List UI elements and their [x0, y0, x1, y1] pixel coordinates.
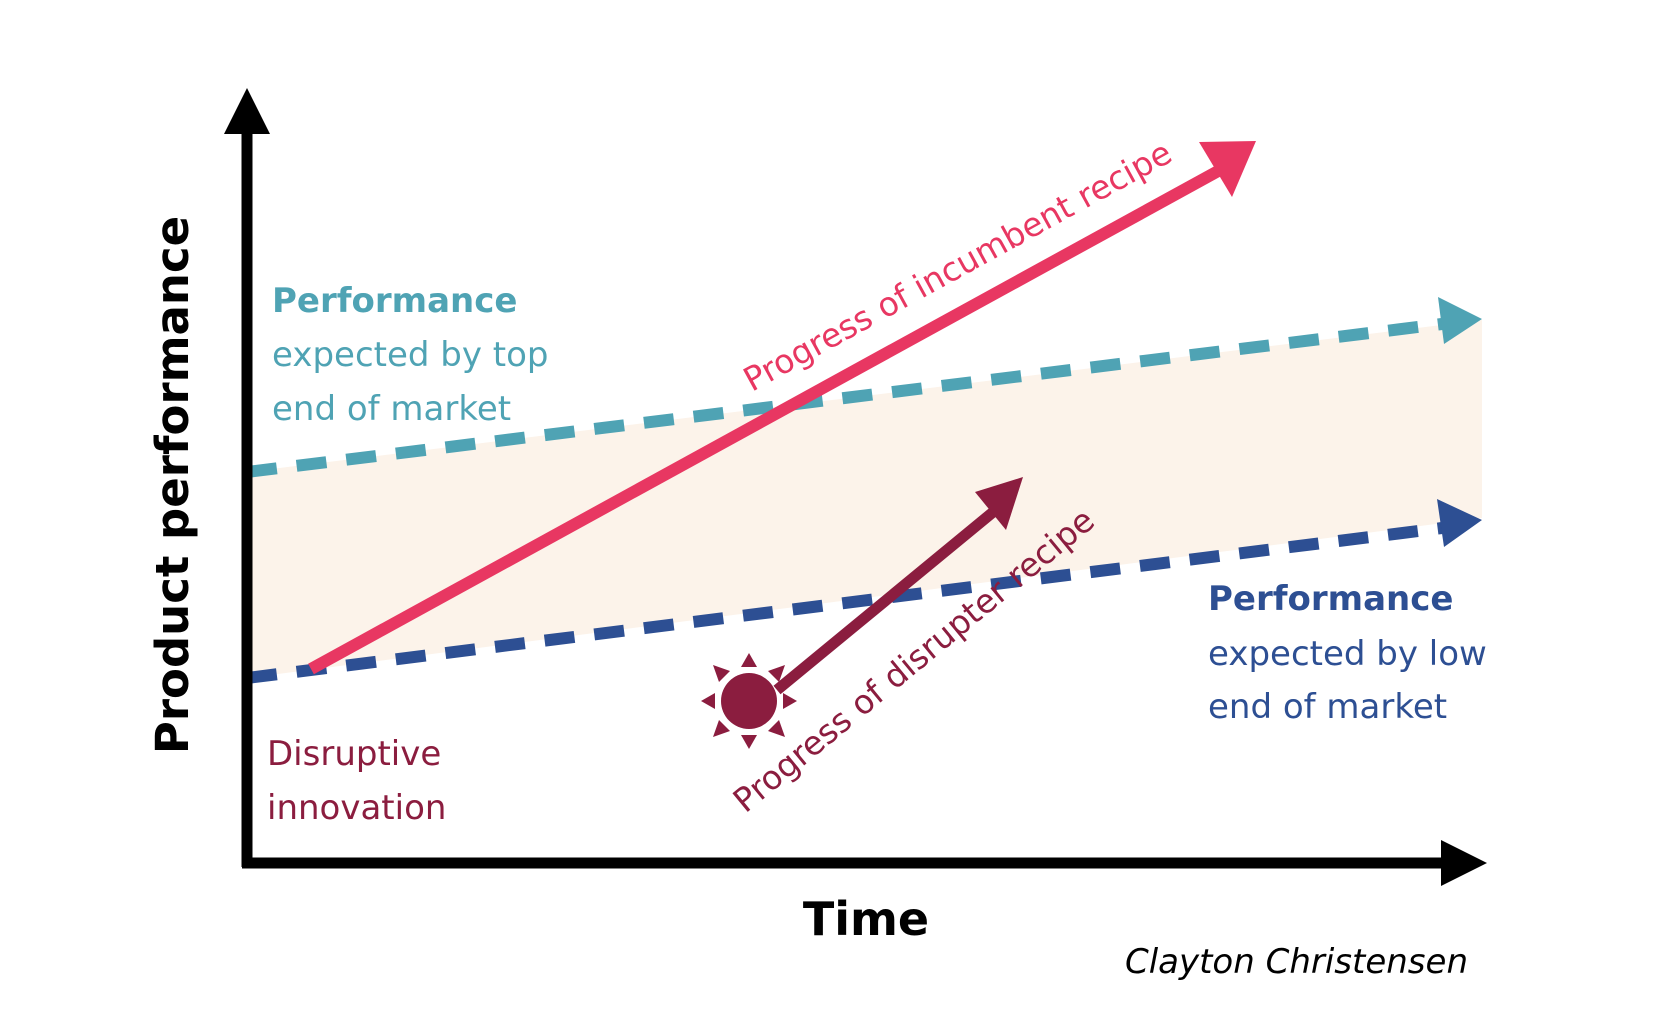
disruptive-line1: Disruptive [267, 734, 441, 774]
x-axis-arrowhead [1441, 840, 1487, 886]
top-market-line2: end of market [272, 389, 511, 429]
performance-band [247, 320, 1482, 678]
low-market-arrowhead [1437, 499, 1482, 547]
credit-text: Clayton Christensen [1125, 942, 1468, 982]
disrupter-progress-line [773, 503, 1002, 695]
incumbent-arrowhead [1199, 141, 1256, 197]
disruptive-line2: innovation [267, 788, 446, 828]
low-market-expectation-line [246, 522, 1443, 684]
top-market-expectation-line [246, 318, 1443, 478]
disrupter-arrowhead [975, 477, 1023, 530]
sun-icon [701, 653, 797, 749]
top-market-arrowhead [1438, 297, 1482, 344]
top-market-title: Performance [272, 281, 517, 321]
top-market-line1: expected by top [272, 335, 549, 375]
y-axis-arrowhead [224, 88, 270, 134]
incumbent-progress-line [308, 164, 1223, 675]
low-market-title: Performance [1208, 579, 1453, 619]
low-market-line2: end of market [1208, 687, 1447, 727]
low-market-line1: expected by low [1208, 634, 1487, 674]
y-axis-title: Product performance [146, 216, 199, 754]
x-axis-title: Time [803, 892, 929, 946]
